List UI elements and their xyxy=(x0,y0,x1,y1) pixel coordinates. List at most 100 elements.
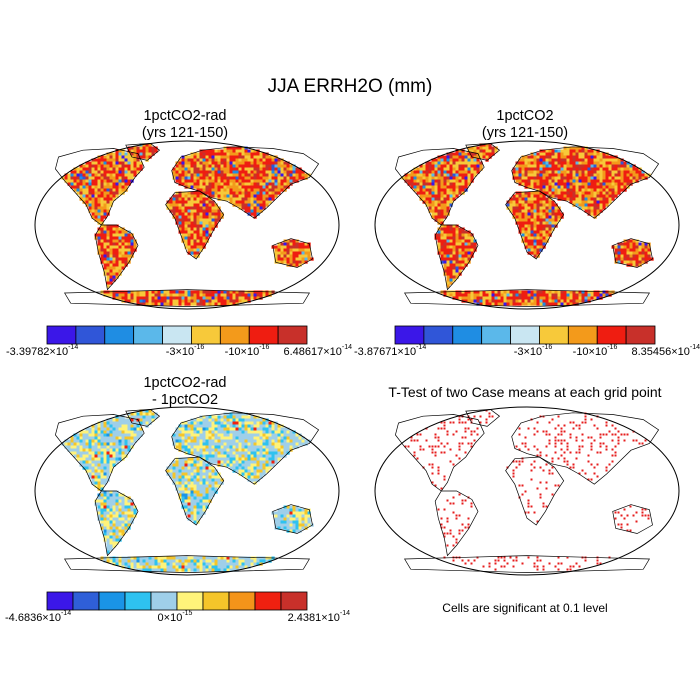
map-cell xyxy=(97,203,101,207)
map-cell xyxy=(449,269,453,273)
map-cell xyxy=(118,493,122,497)
map-cell xyxy=(193,427,197,431)
map-cell xyxy=(106,227,110,231)
map-cell xyxy=(259,161,263,165)
map-cell xyxy=(428,176,432,180)
map-cell xyxy=(97,511,101,515)
map-cell xyxy=(82,185,86,189)
map-cell xyxy=(425,170,429,174)
map-cell xyxy=(295,254,299,258)
map-cell xyxy=(199,475,203,479)
map-cell xyxy=(217,475,221,479)
map-cell xyxy=(91,457,95,461)
map-cell xyxy=(277,448,281,452)
map-cell xyxy=(127,164,131,168)
map-cell xyxy=(238,442,242,446)
map-cell xyxy=(223,188,227,192)
map-cell xyxy=(256,206,260,210)
map-cell xyxy=(103,508,107,512)
panel-2-colorbar xyxy=(394,325,656,345)
colorbar-swatch xyxy=(394,325,425,345)
map-cell xyxy=(575,152,579,156)
map-cell xyxy=(524,179,528,183)
map-cell xyxy=(551,149,555,153)
map-cell xyxy=(455,248,459,252)
map-cell xyxy=(124,296,128,300)
map-cell xyxy=(193,248,197,252)
map-cell xyxy=(229,146,233,150)
map-cell xyxy=(617,173,621,177)
map-cell xyxy=(524,233,528,237)
map-cell xyxy=(536,230,540,234)
map-cell xyxy=(184,215,188,219)
map-cell xyxy=(217,149,221,153)
map-cell xyxy=(109,194,113,198)
map-cell xyxy=(440,188,444,192)
map-cell xyxy=(569,158,573,162)
map-cell xyxy=(199,170,203,174)
map-cell xyxy=(112,433,116,437)
map-cell xyxy=(184,427,188,431)
map-cell xyxy=(515,209,519,213)
map-cell xyxy=(521,293,525,297)
map-cell xyxy=(551,293,555,297)
map-cell xyxy=(539,149,543,153)
map-cell xyxy=(256,463,260,467)
map-cell xyxy=(85,188,89,192)
map-cell xyxy=(223,454,227,458)
map-cell xyxy=(205,463,209,467)
map-cell xyxy=(202,215,206,219)
map-cell xyxy=(515,173,519,177)
map-cell xyxy=(184,457,188,461)
map-cell xyxy=(566,155,570,159)
map-cell xyxy=(458,269,462,273)
map-cell xyxy=(109,272,113,276)
map-cell xyxy=(190,418,194,422)
map-cell xyxy=(199,191,203,195)
map-cell xyxy=(554,218,558,222)
map-cell xyxy=(626,254,630,258)
map-cell xyxy=(94,188,98,192)
map-cell xyxy=(67,182,71,186)
map-cell xyxy=(455,245,459,249)
map-cell xyxy=(202,197,206,201)
map-cell xyxy=(419,179,423,183)
map-cell xyxy=(202,502,206,506)
map-cell xyxy=(238,173,242,177)
map-cell xyxy=(250,430,254,434)
map-cell xyxy=(566,173,570,177)
map-cell xyxy=(539,215,543,219)
map-cell xyxy=(551,296,555,300)
map-cell xyxy=(118,269,122,273)
map-cell xyxy=(539,206,543,210)
map-cell xyxy=(88,167,92,171)
map-cell xyxy=(605,176,609,180)
map-cell xyxy=(632,179,636,183)
map-cell xyxy=(175,466,179,470)
map-cell xyxy=(184,197,188,201)
map-cell xyxy=(241,427,245,431)
map-cell xyxy=(497,293,501,297)
map-cell xyxy=(100,200,104,204)
map-cell xyxy=(226,167,230,171)
map-cell xyxy=(205,424,209,428)
map-cell xyxy=(304,254,308,258)
map-cell xyxy=(73,179,77,183)
map-cell xyxy=(100,197,104,201)
map-cell xyxy=(100,493,104,497)
map-cell xyxy=(620,179,624,183)
map-cell xyxy=(235,299,239,303)
map-cell xyxy=(560,290,564,294)
map-cell xyxy=(446,257,450,261)
map-cell xyxy=(139,427,143,431)
map-cell xyxy=(199,418,203,422)
map-cell xyxy=(184,484,188,488)
map-cell xyxy=(452,296,456,300)
map-cell xyxy=(187,182,191,186)
map-cell xyxy=(187,481,191,485)
map-cell xyxy=(548,209,552,213)
map-cell xyxy=(187,245,191,249)
map-cell xyxy=(238,472,242,476)
map-cell xyxy=(572,179,576,183)
map-cell xyxy=(503,293,507,297)
